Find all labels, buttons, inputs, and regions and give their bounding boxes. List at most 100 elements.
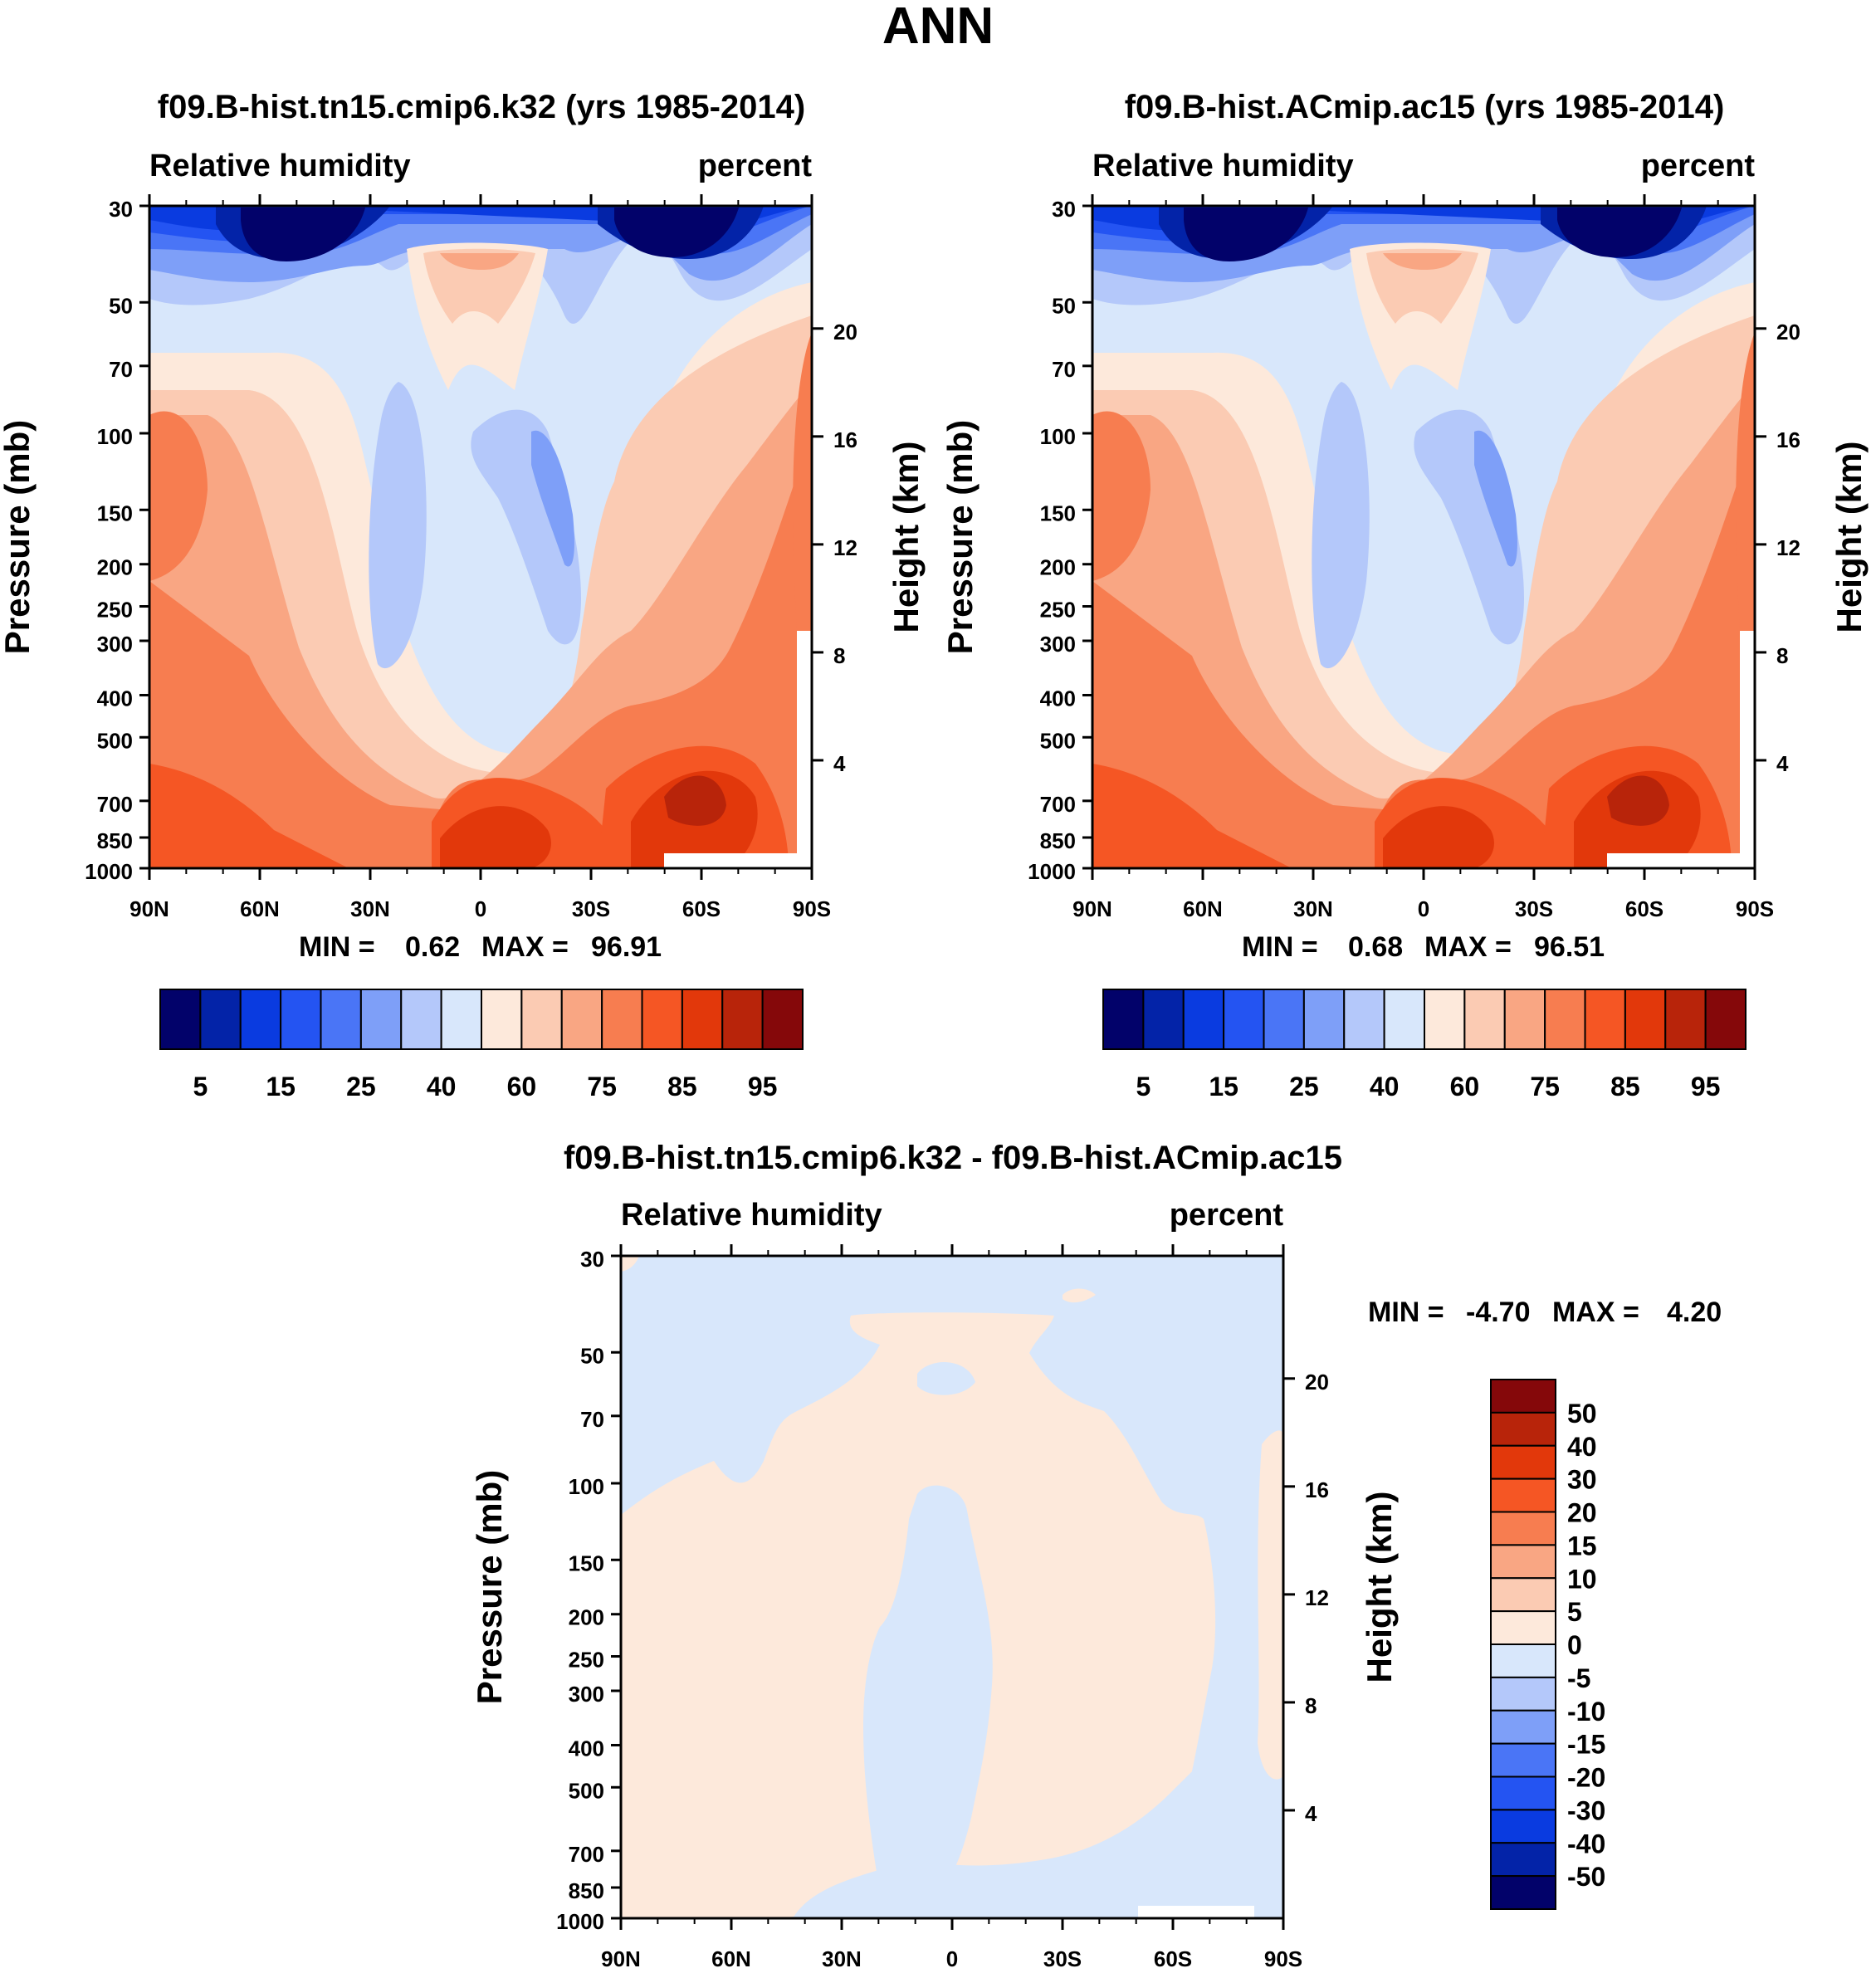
colorbar-label: 15 <box>1209 1072 1238 1101</box>
y-tick-label: 500 <box>97 728 133 753</box>
right-tick-label: 12 <box>1305 1585 1329 1610</box>
colorbar-label: 75 <box>1530 1072 1560 1101</box>
colorbar-box <box>1383 989 1425 1050</box>
contour-band <box>440 253 519 270</box>
contour-band <box>149 764 349 868</box>
y-axis-label: Pressure (mb) <box>0 420 37 654</box>
min-value: 0.62 <box>405 931 460 963</box>
y-tick-label: 300 <box>1040 632 1076 657</box>
y-tick-label: 70 <box>109 357 133 382</box>
x-tick-label: 30S <box>572 896 610 921</box>
x-tick-label: 90N <box>601 1946 641 1971</box>
colorbar-box <box>1490 1511 1556 1546</box>
y-tick-label: 400 <box>1040 686 1076 711</box>
panel-top-right: f09.B-hist.ACmip.ac15 (yrs 1985-2014) Re… <box>940 89 1869 1101</box>
max-value: 4.20 <box>1667 1297 1722 1328</box>
x-tick-label: 60S <box>682 896 721 921</box>
colorbar: 5 15 25 40 60 75 85 95 <box>159 989 804 1101</box>
y-tick-label: 250 <box>97 598 133 623</box>
colorbar-label: 25 <box>346 1072 376 1101</box>
contour-band <box>1092 411 1151 581</box>
colorbar-label: 20 <box>1567 1498 1597 1528</box>
y-tick-label: 200 <box>569 1605 604 1630</box>
y-tick-label: 30 <box>109 197 133 222</box>
colorbar-box <box>1624 989 1667 1050</box>
contour-band <box>423 248 535 324</box>
min-value: -4.70 <box>1466 1297 1531 1328</box>
y-tick-label: 850 <box>1040 828 1076 853</box>
colorbar-box <box>1343 989 1385 1050</box>
colorbar-box <box>440 989 482 1050</box>
x-tick-label: 0 <box>946 1946 958 1971</box>
y-tick-label: 700 <box>569 1842 604 1867</box>
contour-band <box>1063 1288 1096 1303</box>
colorbar-label: 60 <box>1450 1072 1480 1101</box>
x-tick-label: 90S <box>1264 1946 1302 1971</box>
y-tick-label: 400 <box>97 686 133 711</box>
variable-label: Relative humidity <box>621 1198 882 1233</box>
x-tick-label: 30N <box>350 896 390 921</box>
right-tick-label: 20 <box>833 320 857 344</box>
colorbar-label: 5 <box>193 1072 208 1101</box>
right-tick-label: 20 <box>1305 1370 1329 1394</box>
y-tick-label: 100 <box>1040 424 1076 449</box>
right-tick-label: 8 <box>833 643 845 668</box>
min-label: MIN = <box>1242 931 1318 963</box>
colorbar-box <box>1463 989 1506 1050</box>
missing-data <box>664 853 812 868</box>
colorbar-box <box>1503 989 1546 1050</box>
y-tick-label: 1000 <box>1028 859 1076 884</box>
colorbar-box <box>1704 989 1747 1050</box>
contour-band <box>1607 775 1669 826</box>
contour-band <box>1736 332 1755 631</box>
colorbar-box <box>359 989 403 1050</box>
colorbar-label: 15 <box>266 1072 296 1101</box>
units-label: percent <box>1170 1198 1284 1233</box>
colorbar-box <box>641 989 683 1050</box>
max-value: 96.91 <box>591 931 662 963</box>
y-tick-label: 50 <box>1052 293 1076 318</box>
colorbar-label: -5 <box>1567 1663 1590 1693</box>
plot-ylabel-group: Pressure (mb) Height (km) <box>940 420 1869 654</box>
colorbar-box <box>320 989 362 1050</box>
missing-data <box>1138 1906 1254 1918</box>
y-tick-label: 850 <box>569 1878 604 1903</box>
contour-band <box>1092 764 1292 868</box>
y-axis-label-right: Height (km) <box>1360 1492 1399 1683</box>
page-title: ANN <box>882 0 994 55</box>
missing-data <box>1607 853 1755 868</box>
y-tick-label: 150 <box>1040 501 1076 525</box>
colorbar-box <box>1490 1544 1556 1580</box>
contour-band <box>1258 1430 1283 1780</box>
colorbar-label: 30 <box>1567 1465 1597 1495</box>
x-tick-label: 60N <box>711 1946 751 1971</box>
y-tick-label: 250 <box>569 1648 604 1673</box>
right-tick-label: 12 <box>833 535 857 560</box>
y-tick-label: 400 <box>569 1736 604 1761</box>
colorbar-box <box>1142 989 1185 1050</box>
contour-band <box>1557 208 1682 257</box>
colorbar-box <box>1490 1610 1556 1645</box>
y-tick-label: 850 <box>97 828 133 853</box>
y-tick-label: 100 <box>569 1474 604 1499</box>
colorbar-box <box>1424 989 1466 1050</box>
stats-line: MIN = -4.70 MAX = 4.20 <box>1368 1297 1722 1328</box>
colorbar-box <box>400 989 442 1050</box>
plot-ylabel-group: Pressure (mb) Height (km) <box>470 1470 1399 1704</box>
colorbar-label: 40 <box>427 1072 457 1101</box>
contour-band <box>1184 208 1308 261</box>
y-tick-label: 1000 <box>556 1909 604 1934</box>
variable-label: Relative humidity <box>1092 149 1354 183</box>
colorbar-label: 25 <box>1289 1072 1319 1101</box>
y-tick-label: 1000 <box>85 859 133 884</box>
colorbar: 5 15 25 40 60 75 85 95 <box>1102 989 1747 1101</box>
units-label: percent <box>1641 149 1756 183</box>
colorbar-label: 50 <box>1567 1399 1597 1429</box>
contour-band <box>793 332 812 631</box>
y-tick-label: 100 <box>97 424 133 449</box>
x-tick-label: 30N <box>1293 896 1333 921</box>
colorbar-label: 75 <box>587 1072 617 1101</box>
y-tick-label: 70 <box>580 1407 604 1432</box>
variable-label: Relative humidity <box>149 149 411 183</box>
